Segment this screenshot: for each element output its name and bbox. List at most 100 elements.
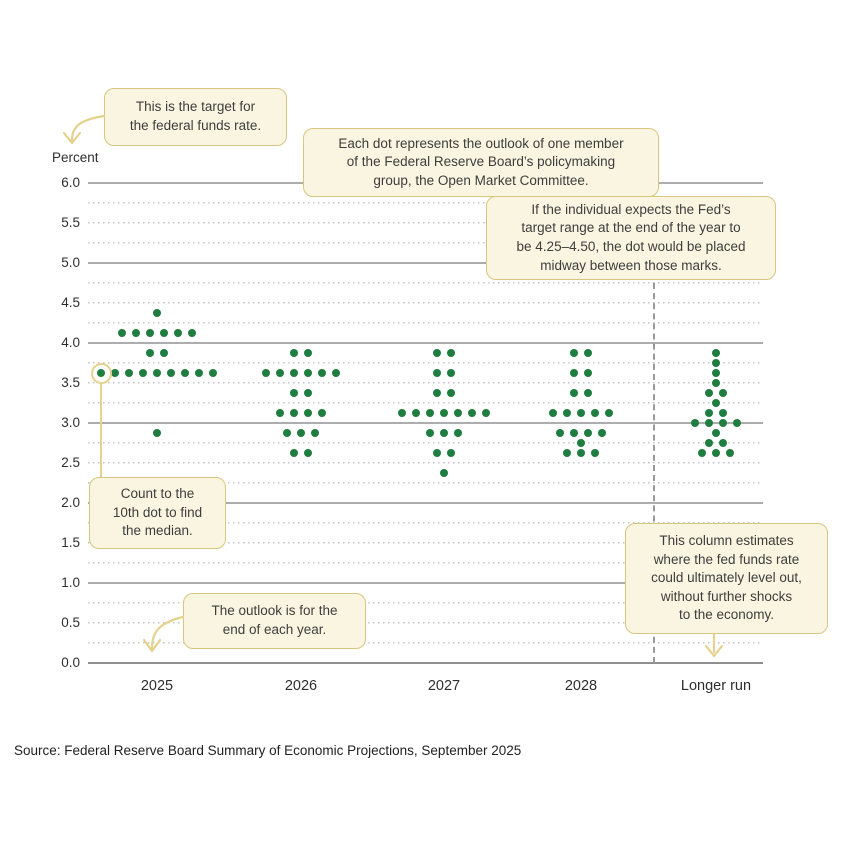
projection-dot <box>332 369 340 377</box>
projection-dot <box>447 369 455 377</box>
projection-dot <box>577 409 585 417</box>
source-note: Source: Federal Reserve Board Summary of… <box>14 743 522 758</box>
projection-dot <box>139 369 147 377</box>
projection-dot <box>160 349 168 357</box>
projection-dot <box>304 449 312 457</box>
median-connector-line <box>100 382 102 478</box>
projection-dot <box>705 419 713 427</box>
gridline-dotted <box>88 322 763 324</box>
projection-dot <box>318 369 326 377</box>
projection-dot <box>705 409 713 417</box>
callout-midway-placement: If the individual expects the Fed’s targ… <box>486 196 776 280</box>
projection-dot <box>584 429 592 437</box>
x-axis-label: 2027 <box>427 678 461 694</box>
projection-dot <box>304 409 312 417</box>
gridline-dotted <box>88 602 763 604</box>
projection-dot <box>705 389 713 397</box>
projection-dot <box>563 409 571 417</box>
projection-dot <box>398 409 406 417</box>
callout-each-dot: Each dot represents the outlook of one m… <box>303 128 659 197</box>
gridline-dotted <box>88 382 763 384</box>
y-axis-label: 0.5 <box>61 615 80 630</box>
projection-dot <box>209 369 217 377</box>
projection-dot <box>311 429 319 437</box>
callout-outlook: The outlook is for the end of each year. <box>183 593 366 649</box>
y-axis-label: 5.0 <box>61 255 80 270</box>
projection-dot <box>447 349 455 357</box>
projection-dot <box>188 329 196 337</box>
projection-dot <box>153 369 161 377</box>
y-axis-label: 1.0 <box>61 575 80 590</box>
y-axis-label: 0.0 <box>61 655 80 670</box>
projection-dot <box>570 349 578 357</box>
arrow-to-longer-run-icon <box>704 633 724 658</box>
y-axis-label: 5.5 <box>61 215 80 230</box>
callout-median: Count to the 10th dot to find the median… <box>89 477 226 549</box>
projection-dot <box>433 349 441 357</box>
projection-dot <box>584 349 592 357</box>
y-axis-unit-label: Percent <box>52 150 99 165</box>
projection-dot <box>712 399 720 407</box>
projection-dot <box>262 369 270 377</box>
projection-dot <box>563 449 571 457</box>
projection-dot <box>468 409 476 417</box>
y-axis-label: 6.0 <box>61 175 80 190</box>
projection-dot <box>454 409 462 417</box>
projection-dot <box>691 419 699 427</box>
projection-dot <box>132 329 140 337</box>
projection-dot <box>146 329 154 337</box>
projection-dot <box>570 389 578 397</box>
projection-dot <box>454 429 462 437</box>
gridline-dotted <box>88 482 763 484</box>
projection-dot <box>276 409 284 417</box>
projection-dot <box>153 309 161 317</box>
projection-dot <box>726 449 734 457</box>
projection-dot <box>698 449 706 457</box>
y-axis-label: 2.0 <box>61 495 80 510</box>
gridline-dotted <box>88 402 763 404</box>
gridline-solid <box>88 502 763 504</box>
projection-dot <box>712 359 720 367</box>
y-axis-label: 1.5 <box>61 535 80 550</box>
projection-dot <box>577 449 585 457</box>
projection-dot <box>433 389 441 397</box>
projection-dot <box>447 449 455 457</box>
gridline-dotted <box>88 302 763 304</box>
projection-dot <box>733 419 741 427</box>
projection-dot <box>591 449 599 457</box>
gridline-dotted <box>88 562 763 564</box>
projection-dot <box>304 369 312 377</box>
projection-dot <box>195 369 203 377</box>
y-axis-label: 4.0 <box>61 335 80 350</box>
y-axis-label: 3.0 <box>61 415 80 430</box>
gridline-dotted <box>88 642 763 644</box>
projection-dot <box>283 429 291 437</box>
projection-dot <box>297 429 305 437</box>
projection-dot <box>570 429 578 437</box>
projection-dot <box>426 409 434 417</box>
y-axis-label: 4.5 <box>61 295 80 310</box>
y-axis-label: 3.5 <box>61 375 80 390</box>
projection-dot <box>719 439 727 447</box>
callout-longer-run: This column estimates where the fed fund… <box>625 523 828 634</box>
projection-dot <box>712 429 720 437</box>
projection-dot <box>426 429 434 437</box>
projection-dot <box>591 409 599 417</box>
projection-dot <box>174 329 182 337</box>
median-highlight-circle <box>91 363 112 384</box>
projection-dot <box>482 409 490 417</box>
gridline-solid <box>88 582 763 584</box>
gridline-dotted <box>88 282 763 284</box>
gridline-dotted <box>88 202 763 204</box>
gridline-solid <box>88 662 763 664</box>
gridline-dotted <box>88 542 763 544</box>
gridline-dotted <box>88 222 763 224</box>
projection-dot <box>605 409 613 417</box>
projection-dot <box>719 409 727 417</box>
projection-dot <box>440 409 448 417</box>
projection-dot <box>712 369 720 377</box>
gridline-solid <box>88 262 763 264</box>
projection-dot <box>584 369 592 377</box>
projection-dot <box>712 379 720 387</box>
